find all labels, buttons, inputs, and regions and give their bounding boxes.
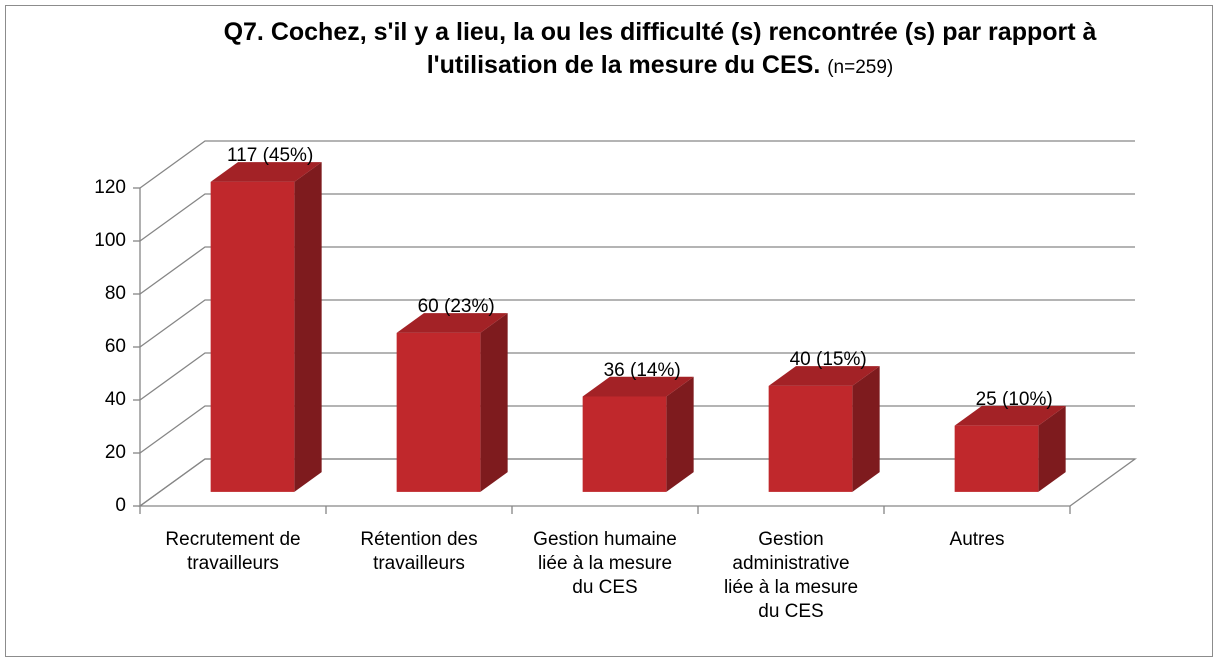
bar-top (768, 366, 880, 386)
bar-side (666, 376, 694, 492)
bar (954, 425, 1039, 492)
data-label: 40 (15%) (790, 349, 867, 370)
bar-side (1038, 405, 1066, 492)
grid-line (139, 299, 1135, 348)
bar (396, 332, 481, 492)
x-tick-label: Autres (949, 529, 1005, 550)
chart-title: Q7. Cochez, s'il y a lieu, la ou les dif… (223, 18, 1097, 79)
x-tick-label: Rétention des travailleurs (360, 529, 478, 574)
bar-top (582, 376, 694, 397)
bar-side (294, 162, 322, 492)
bar (768, 385, 853, 492)
x-tick-label: Recrutement de travailleurs (165, 529, 301, 574)
data-label: 60 (23%) (418, 296, 495, 317)
data-label: 25 (10%) (976, 389, 1053, 410)
y-tick-label: 0 (115, 495, 126, 516)
chart-title-block: Q7. Cochez, s'il y a lieu, la ou les dif… (170, 16, 1150, 84)
grid-line (139, 193, 1135, 242)
bar (210, 181, 295, 492)
grid-line (139, 246, 1135, 295)
x-tick-label: Gestion administrative liée à la mesure … (723, 529, 859, 622)
y-tick-label: 100 (94, 230, 126, 251)
data-label: 117 (45%) (227, 145, 313, 166)
data-label: 36 (14%) (604, 360, 681, 381)
bar-top (210, 162, 322, 182)
y-tick-label: 20 (105, 442, 126, 463)
y-tick-label: 60 (105, 336, 126, 357)
chart-subtitle: (n=259) (827, 57, 894, 78)
bar-top (954, 405, 1066, 426)
bar-side (480, 313, 508, 492)
y-tick-label: 80 (105, 283, 126, 304)
bar (582, 396, 667, 492)
grid-line (139, 352, 1135, 401)
chart-frame (5, 5, 1213, 657)
grid-line (139, 140, 1135, 189)
y-tick-label: 40 (105, 389, 126, 410)
bar-side (852, 366, 880, 492)
x-tick-label: Gestion humaine liée à la mesure du CES (533, 529, 677, 598)
bar-top (396, 313, 508, 333)
y-tick-label: 120 (94, 177, 126, 198)
